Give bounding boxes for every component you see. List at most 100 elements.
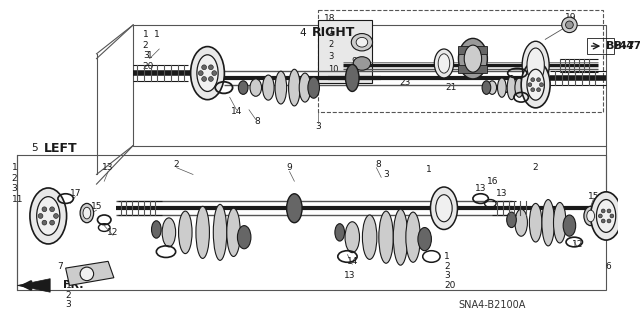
Ellipse shape (191, 47, 225, 100)
Circle shape (540, 83, 543, 87)
Text: B-47: B-47 (614, 41, 640, 51)
Circle shape (528, 83, 532, 87)
Ellipse shape (497, 78, 506, 97)
Ellipse shape (596, 200, 616, 232)
Circle shape (531, 78, 534, 82)
Circle shape (202, 77, 207, 81)
Ellipse shape (237, 226, 251, 249)
Circle shape (610, 214, 614, 218)
Ellipse shape (346, 64, 359, 92)
Text: 1: 1 (12, 163, 17, 172)
Ellipse shape (435, 49, 454, 78)
Text: 19: 19 (564, 13, 576, 22)
Circle shape (50, 207, 54, 212)
Ellipse shape (379, 211, 394, 263)
Text: 3: 3 (143, 51, 148, 60)
Text: 14: 14 (347, 257, 358, 266)
Text: 11: 11 (12, 195, 23, 204)
Ellipse shape (250, 79, 262, 96)
Ellipse shape (527, 69, 545, 100)
Ellipse shape (356, 37, 368, 47)
Ellipse shape (80, 204, 93, 223)
Ellipse shape (289, 69, 300, 106)
Text: 22: 22 (504, 86, 515, 95)
Circle shape (607, 219, 611, 223)
Ellipse shape (488, 81, 497, 94)
Text: 20: 20 (444, 281, 455, 290)
Text: 15: 15 (588, 192, 599, 201)
Text: 24: 24 (524, 73, 535, 82)
Text: 18: 18 (324, 14, 336, 23)
Text: 15: 15 (91, 202, 102, 211)
Ellipse shape (335, 224, 344, 241)
Ellipse shape (394, 209, 408, 265)
Ellipse shape (521, 62, 550, 108)
Ellipse shape (30, 188, 67, 244)
Text: 1: 1 (426, 165, 431, 174)
Ellipse shape (522, 41, 549, 90)
Ellipse shape (152, 221, 161, 238)
Circle shape (566, 21, 573, 29)
Bar (319, 20, 372, 83)
Circle shape (531, 88, 534, 92)
Ellipse shape (507, 212, 516, 227)
Text: 2: 2 (12, 174, 17, 183)
Text: 2: 2 (444, 262, 449, 271)
Text: 1: 1 (328, 27, 333, 36)
Ellipse shape (431, 187, 458, 229)
Ellipse shape (213, 204, 227, 260)
Ellipse shape (529, 204, 542, 242)
Text: 12: 12 (572, 241, 583, 249)
Ellipse shape (438, 54, 450, 73)
Ellipse shape (591, 192, 621, 240)
Text: 7: 7 (57, 262, 63, 271)
Text: 17: 17 (70, 189, 81, 198)
Circle shape (601, 209, 605, 213)
Ellipse shape (563, 215, 576, 236)
Ellipse shape (515, 78, 524, 97)
Circle shape (601, 219, 605, 223)
Bar (458, 46, 488, 54)
Circle shape (80, 267, 93, 281)
Circle shape (42, 207, 47, 212)
Text: 20: 20 (143, 62, 154, 71)
Circle shape (209, 65, 213, 70)
Text: 2: 2 (328, 40, 333, 49)
Ellipse shape (227, 208, 240, 256)
Ellipse shape (351, 33, 372, 51)
Circle shape (198, 71, 203, 76)
Circle shape (38, 213, 43, 219)
Text: 1: 1 (154, 30, 160, 39)
Ellipse shape (515, 209, 527, 236)
Circle shape (536, 78, 540, 82)
Ellipse shape (554, 203, 566, 243)
Text: 16: 16 (486, 177, 498, 186)
Text: 13: 13 (344, 271, 355, 280)
Polygon shape (66, 261, 114, 286)
Ellipse shape (287, 194, 302, 223)
Text: 3: 3 (383, 170, 389, 179)
Ellipse shape (36, 197, 60, 235)
Circle shape (536, 88, 540, 92)
Circle shape (562, 17, 577, 33)
Text: 9: 9 (287, 163, 292, 172)
Text: 8: 8 (255, 117, 260, 126)
Text: 8: 8 (376, 160, 381, 169)
Text: 2: 2 (174, 160, 179, 169)
Text: 4: 4 (299, 27, 306, 38)
Ellipse shape (262, 75, 274, 100)
Text: 2: 2 (143, 41, 148, 50)
Text: SNA4-B2100A: SNA4-B2100A (458, 300, 526, 310)
Text: RIGHT: RIGHT (312, 26, 355, 39)
Text: 12: 12 (108, 228, 118, 237)
Circle shape (598, 214, 602, 218)
Text: B-47: B-47 (606, 41, 635, 51)
Text: 1: 1 (66, 281, 72, 290)
Text: 9: 9 (351, 57, 357, 66)
Circle shape (42, 220, 47, 225)
Ellipse shape (238, 81, 248, 94)
Text: 1: 1 (444, 252, 450, 261)
Text: 2: 2 (66, 291, 71, 300)
Polygon shape (17, 279, 50, 292)
Text: 1: 1 (143, 30, 148, 39)
